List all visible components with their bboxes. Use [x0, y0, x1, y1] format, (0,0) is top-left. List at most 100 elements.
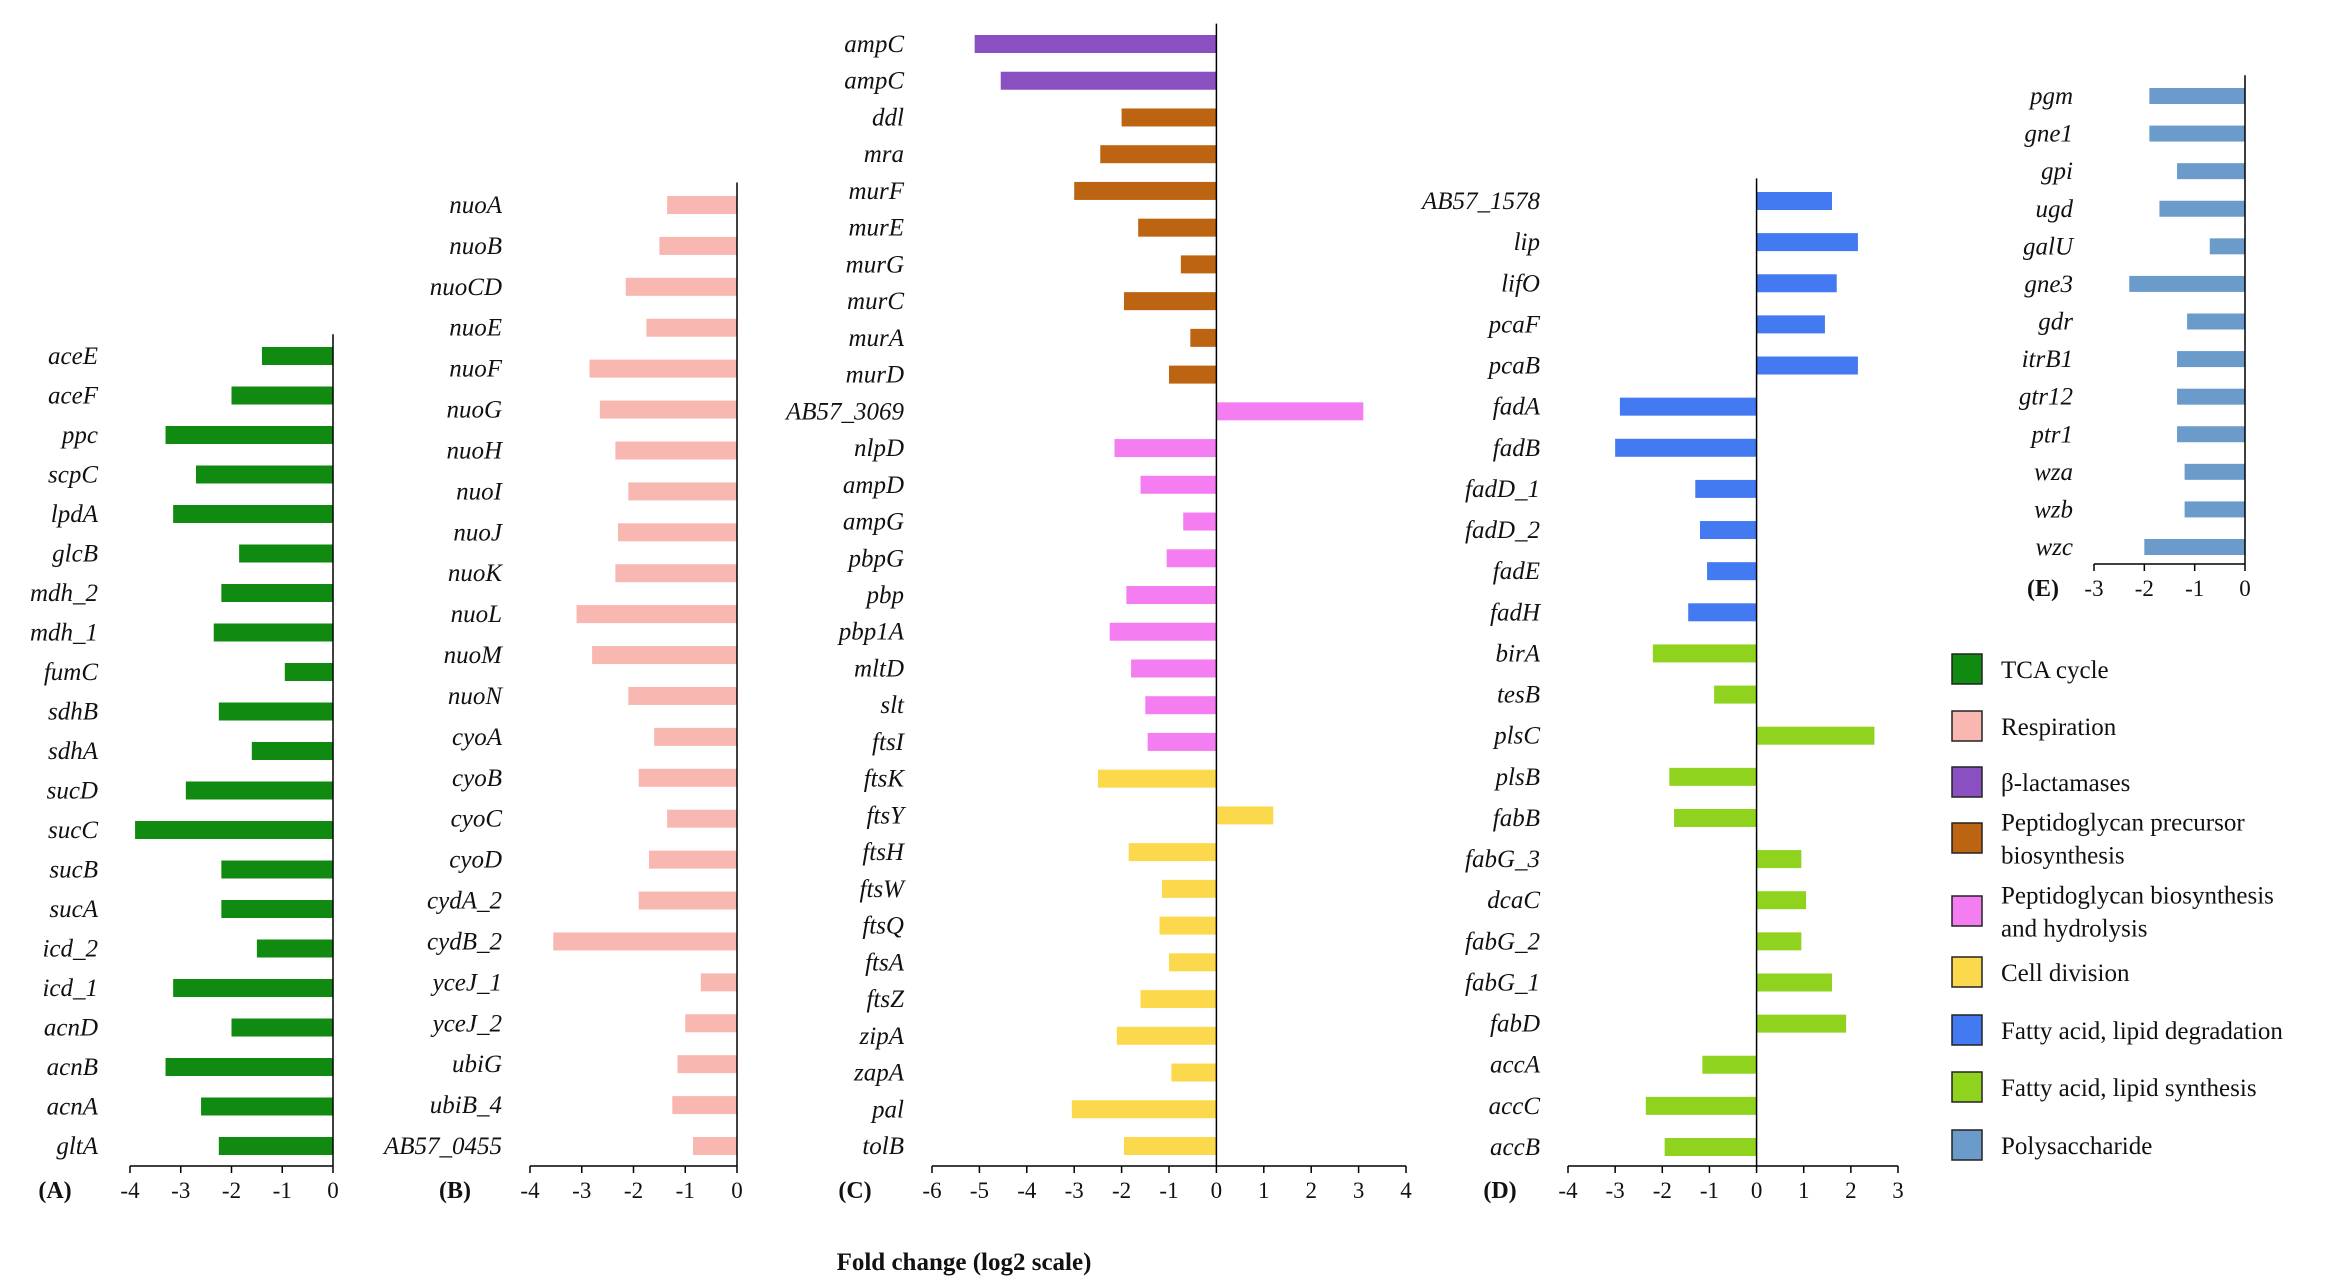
- gene-label: lpdA: [51, 501, 99, 528]
- legend-item-resp: Respiration: [1951, 710, 2117, 742]
- bar-c-murC: [1123, 292, 1217, 311]
- gene-label: nuoG: [446, 397, 502, 424]
- gene-label: birA: [1496, 640, 1541, 667]
- gene-label: fabD: [1490, 1011, 1540, 1038]
- bar-c-ftsA: [1169, 953, 1217, 972]
- x-tick-label: -3: [1606, 1178, 1625, 1203]
- x-tick-label: 3: [1353, 1178, 1365, 1203]
- bar-d-birA: [1652, 644, 1757, 663]
- gene-label: galU: [2023, 233, 2075, 260]
- gene-label: lip: [1514, 229, 1540, 256]
- bar-c-zipA: [1116, 1026, 1217, 1045]
- gene-label: nuoH: [446, 437, 504, 464]
- gene-label: fadH: [1490, 599, 1542, 626]
- legend-label: Cell division: [2001, 960, 2130, 987]
- bar-d-accB: [1664, 1138, 1757, 1156]
- bar-c-ftsI: [1147, 732, 1217, 751]
- x-tick-label: -4: [120, 1178, 140, 1203]
- bar-c-murE: [1138, 218, 1217, 237]
- gene-label: murA: [848, 325, 904, 352]
- legend-label: Peptidoglycan biosynthesis: [2001, 883, 2274, 910]
- gene-label: zipA: [859, 1023, 905, 1050]
- bar-b-nuoJ: [617, 523, 737, 542]
- x-tick-label: 1: [1798, 1178, 1810, 1203]
- gene-label: nuoN: [448, 683, 504, 710]
- x-tick-label: -1: [2185, 576, 2204, 601]
- bar-c-ftsW: [1161, 879, 1217, 898]
- legend-label: TCA cycle: [2001, 657, 2109, 684]
- gene-label: fabG_2: [1465, 928, 1540, 955]
- panel-label: (E): [2027, 576, 2059, 602]
- gene-label: murC: [847, 288, 904, 315]
- x-tick-label: 0: [327, 1178, 339, 1203]
- bar-d-accA: [1702, 1055, 1757, 1074]
- bar-b-AB57_0455: [693, 1137, 737, 1155]
- x-tick-label: 4: [1400, 1178, 1412, 1203]
- bar-c-nlpD: [1114, 439, 1217, 458]
- bar-c-murF: [1074, 181, 1217, 200]
- legend-item-pbh: Peptidoglycan biosynthesis and hydrolysis: [1951, 883, 2274, 943]
- bar-d-accC: [1645, 1096, 1757, 1115]
- legend-label: Fatty acid, lipid synthesis: [2001, 1075, 2257, 1102]
- gene-label: fadB: [1493, 435, 1540, 462]
- gene-label: slt: [880, 692, 905, 719]
- x-tick-label: 3: [1892, 1178, 1904, 1203]
- legend-swatch: [1951, 1129, 1983, 1161]
- gene-label: nuoB: [449, 233, 502, 260]
- bar-c-mra: [1100, 145, 1217, 164]
- bar-b-cyoA: [654, 727, 737, 746]
- bar-c-ftsZ: [1140, 990, 1217, 1009]
- bar-d-fadD_1: [1695, 479, 1757, 498]
- gene-label: tesB: [1497, 682, 1540, 709]
- bar-d-AB57_1578: [1756, 192, 1832, 210]
- gene-label: ampG: [843, 509, 904, 536]
- gene-label: mra: [864, 141, 904, 168]
- gene-label: fabG_1: [1465, 969, 1540, 996]
- bar-b-nuoI: [628, 482, 737, 501]
- gene-label: fadE: [1493, 558, 1540, 585]
- gene-label: AB57_1578: [1420, 188, 1541, 215]
- x-tick-label: -1: [273, 1178, 292, 1203]
- gene-label: nuoM: [444, 642, 504, 669]
- bar-c-ampC: [1000, 71, 1217, 90]
- x-tick-label: -2: [2135, 576, 2154, 601]
- legend-label: biosynthesis: [2001, 843, 2125, 870]
- gene-label: nuoI: [456, 478, 504, 505]
- gene-label: aceF: [48, 383, 99, 410]
- gene-label: wza: [2034, 459, 2073, 486]
- bar-c-murG: [1180, 255, 1217, 274]
- x-tick-label: -5: [970, 1178, 989, 1203]
- x-tick-label: -1: [1159, 1178, 1178, 1203]
- gene-label: ugd: [2036, 196, 2074, 223]
- gene-label: murD: [846, 362, 904, 389]
- panel-e: pgm gne1 gpi ugd galU gne3 gdr itrB1 gtr12 ptr1 wz…: [2019, 75, 2251, 602]
- gene-label: zapA: [853, 1060, 905, 1087]
- bar-b-cydB_2: [553, 932, 737, 951]
- gene-label: sucB: [49, 857, 98, 884]
- gene-label: nuoE: [449, 315, 502, 342]
- gene-label: ftsI: [872, 729, 906, 756]
- bar-a-lpdA: [173, 505, 333, 523]
- gene-label: pal: [870, 1096, 904, 1123]
- gene-label: fumC: [44, 659, 99, 686]
- bar-e-itrB1: [2177, 351, 2245, 368]
- gene-label: ptr1: [2029, 421, 2073, 448]
- gene-label: fadA: [1493, 394, 1541, 421]
- gene-label: pcaB: [1487, 353, 1540, 380]
- gene-label: sucC: [48, 817, 98, 844]
- gene-label: gltA: [56, 1133, 98, 1160]
- bar-a-acnA: [201, 1097, 333, 1116]
- bar-d-fadB: [1615, 438, 1757, 457]
- x-tick-label: -2: [1653, 1178, 1672, 1203]
- bar-c-pal: [1071, 1100, 1217, 1119]
- gene-label: dcaC: [1487, 887, 1540, 914]
- bar-d-fabG_3: [1756, 850, 1802, 869]
- gene-label: nuoK: [448, 560, 504, 587]
- gene-label: ftsK: [864, 766, 906, 793]
- bar-a-acnB: [165, 1058, 333, 1076]
- legend: TCA cycle Respiration β-lactamases Peptidog…: [1951, 653, 2283, 1161]
- gene-label: murG: [846, 251, 904, 278]
- gene-label: gdr: [2038, 309, 2073, 336]
- bar-b-yceJ_2: [685, 1014, 737, 1033]
